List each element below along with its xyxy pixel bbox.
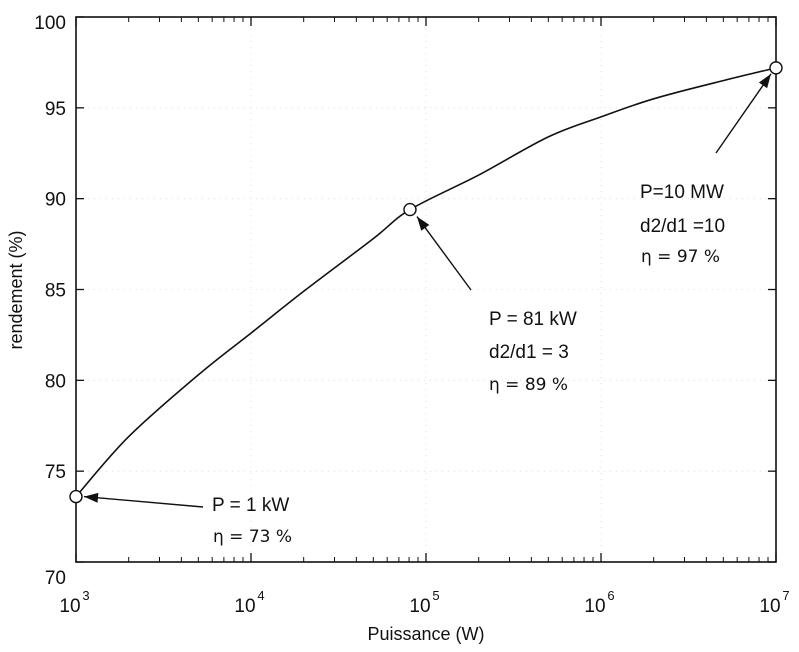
y-tick-label: 100 [34,13,66,34]
x-tick-exponent: 3 [82,588,89,603]
arrow-81kw-head [416,216,430,231]
y-tick-label: 70 [45,568,66,589]
arrow-1kw [83,495,204,508]
annotation-10mw-ratio: d2/d1 =10 [640,216,725,237]
annotation-1kw-power: P = 1 kW [212,495,289,516]
annotation-81kw: P = 81 kW d2/d1 = 3 η = 89 % [489,309,577,395]
plot-background [76,17,776,562]
annotation-10mw-power: P=10 MW [640,182,724,203]
y-tick-label: 95 [45,99,66,120]
x-tick-label: 10 [234,596,255,617]
x-axis-label: Puissance (W) [367,624,484,644]
x-tick-label: 10 [584,596,605,617]
annotation-1kw: P = 1 kW η = 73 % [212,495,292,547]
x-tick-label: 10 [759,596,780,617]
arrow-81kw [416,216,472,291]
annotation-1kw-efficiency: η = 73 % [213,527,292,547]
annotation-10mw-efficiency: η = 97 % [641,247,720,267]
annotation-81kw-ratio: d2/d1 = 3 [489,342,569,363]
y-axis-label: rendement (%) [6,230,26,349]
y-tick-label: 90 [45,190,66,211]
annotation-10mw: P=10 MW d2/d1 =10 η = 97 % [640,182,725,267]
arrow-10mw [715,73,772,154]
series [69,61,783,504]
annotation-arrows [83,73,772,508]
y-tick-label: 85 [45,281,66,302]
data-point-marker [769,61,783,75]
annotation-81kw-efficiency: η = 89 % [489,375,568,395]
data-point-marker [69,489,83,504]
annotation-81kw-power: P = 81 kW [489,309,577,330]
efficiency-curve [75,67,777,498]
y-tick-label: 80 [45,371,66,392]
arrow-1kw-head [84,492,99,503]
x-tick-exponent: 5 [432,588,439,603]
y-tick-label: 75 [45,462,66,483]
x-tick-exponent: 6 [607,588,614,603]
arrow-10mw-head [758,73,771,89]
x-tick-label: 10 [59,596,80,617]
x-tick-exponent: 4 [257,588,264,603]
x-tick-label: 10 [409,596,430,617]
x-tick-exponent: 7 [782,588,789,603]
data-point-marker [403,202,417,217]
